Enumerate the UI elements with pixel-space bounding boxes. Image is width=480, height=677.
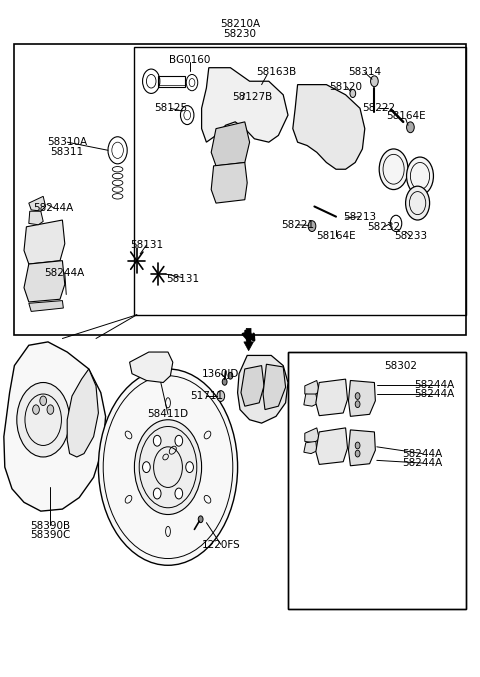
Circle shape (355, 393, 360, 399)
Text: 58244A: 58244A (402, 458, 443, 468)
Text: 58222: 58222 (362, 104, 396, 113)
Text: 58131: 58131 (166, 274, 199, 284)
Circle shape (355, 450, 360, 457)
Polygon shape (241, 366, 264, 406)
Circle shape (33, 405, 39, 414)
Text: 58244A: 58244A (45, 268, 85, 278)
Circle shape (143, 462, 150, 473)
Text: 58230: 58230 (224, 29, 256, 39)
Circle shape (175, 435, 182, 446)
Circle shape (153, 488, 161, 499)
Text: 58390B: 58390B (30, 521, 71, 531)
Circle shape (134, 420, 202, 515)
Polygon shape (67, 369, 98, 457)
Polygon shape (263, 364, 286, 410)
Circle shape (407, 122, 414, 133)
Text: 58232: 58232 (367, 222, 401, 232)
Text: 58127B: 58127B (232, 92, 272, 102)
Text: 58164E: 58164E (316, 232, 356, 241)
Text: 58131: 58131 (130, 240, 163, 250)
Polygon shape (348, 430, 375, 466)
Text: 58310A: 58310A (47, 137, 87, 147)
Polygon shape (305, 428, 319, 443)
Polygon shape (211, 162, 247, 203)
Circle shape (38, 250, 43, 257)
Text: 58411D: 58411D (147, 410, 189, 419)
Circle shape (379, 149, 408, 190)
Circle shape (407, 157, 433, 195)
Polygon shape (304, 394, 318, 406)
Polygon shape (29, 196, 46, 211)
Bar (158, 76, 185, 87)
Circle shape (98, 369, 238, 565)
Circle shape (228, 372, 233, 379)
Circle shape (222, 378, 227, 385)
Polygon shape (29, 211, 43, 225)
Text: 58164E: 58164E (386, 112, 425, 121)
Text: 58120: 58120 (329, 82, 362, 91)
Text: BG0160: BG0160 (169, 55, 210, 64)
Circle shape (47, 405, 54, 414)
Text: 58311: 58311 (50, 147, 84, 156)
Text: 1220FS: 1220FS (202, 540, 240, 550)
Text: 58213: 58213 (343, 212, 377, 221)
Circle shape (17, 383, 70, 457)
Circle shape (371, 76, 378, 87)
Polygon shape (304, 441, 317, 454)
Polygon shape (24, 220, 65, 264)
Bar (134, 47, 466, 315)
Circle shape (40, 396, 47, 406)
Circle shape (355, 442, 360, 449)
Text: 51711: 51711 (190, 391, 223, 401)
Circle shape (154, 435, 161, 446)
Text: 58221: 58221 (281, 220, 314, 230)
Text: 58244A: 58244A (402, 449, 443, 458)
Circle shape (350, 89, 356, 97)
Polygon shape (305, 380, 319, 395)
Bar (14, 44, 466, 335)
Text: 58314: 58314 (348, 68, 382, 77)
Text: 58233: 58233 (394, 232, 427, 241)
Polygon shape (211, 122, 250, 166)
Polygon shape (348, 380, 375, 416)
Circle shape (38, 242, 43, 249)
Circle shape (175, 488, 182, 499)
Text: 58302: 58302 (384, 361, 417, 370)
Polygon shape (316, 428, 348, 464)
Bar (288, 352, 466, 609)
Polygon shape (316, 379, 348, 416)
Text: 58210A: 58210A (220, 19, 260, 28)
Circle shape (186, 462, 193, 473)
Polygon shape (29, 301, 63, 311)
Circle shape (217, 391, 225, 401)
Text: 1360JD: 1360JD (202, 370, 240, 379)
Text: 58125: 58125 (154, 104, 187, 113)
Polygon shape (130, 352, 173, 383)
Polygon shape (24, 261, 65, 302)
Text: 58244A: 58244A (414, 380, 455, 389)
Text: 58390C: 58390C (30, 530, 71, 540)
Polygon shape (244, 328, 253, 351)
Polygon shape (238, 355, 288, 423)
Text: 58163B: 58163B (256, 68, 296, 77)
Circle shape (406, 186, 430, 220)
Circle shape (308, 221, 316, 232)
Circle shape (198, 516, 203, 523)
Bar (288, 352, 466, 609)
Text: 58244A: 58244A (34, 203, 74, 213)
Polygon shape (202, 68, 288, 142)
Text: 58244A: 58244A (414, 389, 455, 399)
Polygon shape (4, 342, 106, 511)
Polygon shape (293, 85, 365, 169)
Circle shape (355, 401, 360, 408)
